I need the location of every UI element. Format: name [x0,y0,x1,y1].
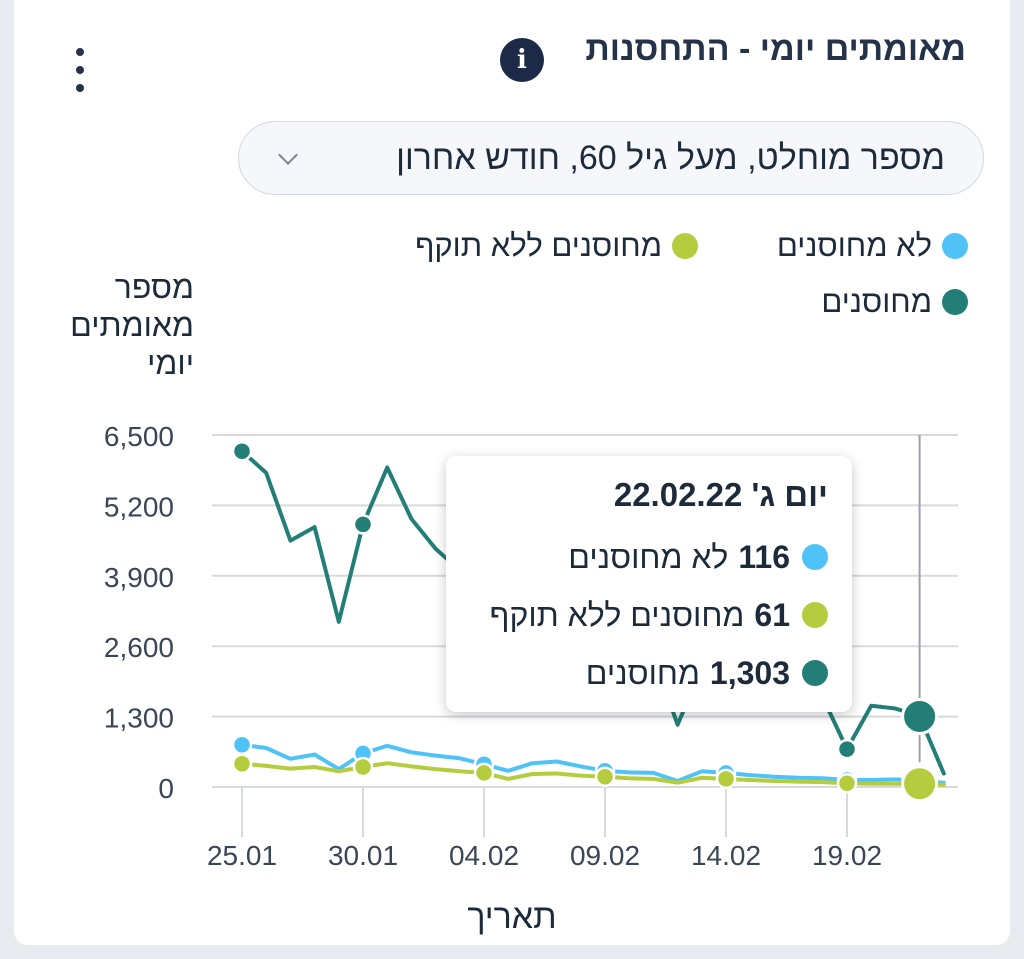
data-point-expired [715,768,737,790]
tooltip-label-expired: מחוסנים ללא תוקף [489,596,745,633]
legend-dot-expired [672,233,698,259]
y-tick-label: 2,600 [104,632,174,663]
legend-label-unvaccinated: לא מחוסנים [776,228,932,263]
legend-item-unvaccinated[interactable]: לא מחוסנים [777,228,968,264]
page-title: מאומתים יומי - התחסנות [585,30,966,68]
x-tick-label: 19.02 [812,840,882,871]
legend-dot-unvaccinated [942,233,968,259]
tooltip-dot-unvaccinated [802,544,828,570]
chart-tooltip: יום ג' 22.02.22 116 לא מחוסנים 61 מחוסני… [446,456,852,712]
legend-label-vaccinated: מחוסנים [821,284,932,319]
legend-dot-vaccinated [942,289,968,315]
filter-selected-value: מספר מוחלט, מעל גיל 60, חודש אחרון [396,139,945,177]
y-tick-label: 5,200 [104,491,174,522]
tooltip-row-expired: 61 מחוסנים ללא תוקף [470,586,828,644]
info-icon[interactable]: i [500,38,544,82]
data-point-vaccinated [231,440,253,462]
x-tick-label: 14.02 [691,840,761,871]
tooltip-value-expired: 61 [754,596,790,633]
data-point-unvaccinated [231,734,253,756]
x-tick-label: 04.02 [449,840,519,871]
y-tick-label: 1,300 [104,703,174,734]
legend-label-expired: מחוסנים ללא תוקף [415,228,662,263]
legend-item-expired[interactable]: מחוסנים ללא תוקף [415,228,698,264]
tooltip-title: יום ג' 22.02.22 [613,476,828,513]
data-point-expired [352,756,374,778]
data-point-expired [473,762,495,784]
tooltip-row-unvaccinated: 116 לא מחוסנים [470,528,828,586]
data-point-vaccinated [836,738,858,760]
data-point-expired [594,766,616,787]
highlight-point-expired [901,765,939,803]
x-tick-label: 25.01 [207,840,277,871]
data-point-expired [836,772,858,794]
legend-item-vaccinated[interactable]: מחוסנים [821,284,968,320]
data-point-vaccinated [352,514,374,535]
y-tick-label: 0 [158,773,174,804]
data-point-expired [231,753,253,774]
tooltip-label-unvaccinated: לא מחוסנים [568,538,729,575]
highlight-point-vaccinated [901,697,939,735]
tooltip-row-vaccinated: 1,303 מחוסנים [470,644,828,702]
y-tick-label: 3,900 [104,562,174,593]
filter-dropdown[interactable]: מספר מוחלט, מעל גיל 60, חודש אחרון [238,121,984,195]
line-chart: 6,500 5,200 3,900 2,600 1,300 0 25.01 30.01 04.0… [104,421,958,871]
x-tick-label: 09.02 [570,840,640,871]
y-axis-label: מספר מאומתים יומי [70,269,194,381]
tooltip-value-unvaccinated: 116 [738,538,790,575]
tooltip-value-vaccinated: 1,303 [709,654,790,691]
x-axis-label: תאריך [467,898,557,936]
chart-card: מאומתים יומי - התחסנות i מספר מוחלט, מעל… [14,0,1010,945]
more-vertical-icon[interactable] [70,48,90,92]
tooltip-dot-expired [802,602,828,628]
y-tick-label: 6,500 [104,421,174,452]
tooltip-label-vaccinated: מחוסנים [585,654,700,691]
x-tick-label: 30.01 [328,840,398,871]
tooltip-dot-vaccinated [802,660,828,686]
